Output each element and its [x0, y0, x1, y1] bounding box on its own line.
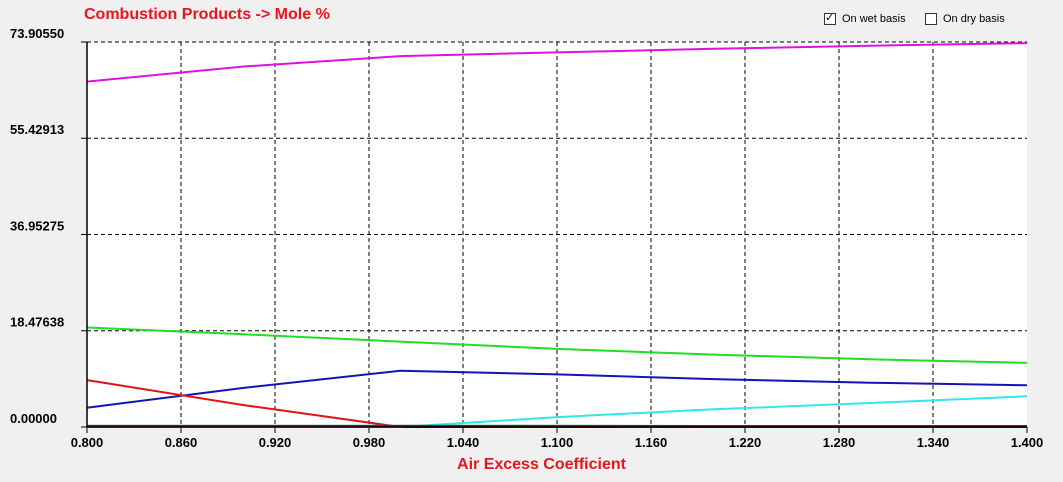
x-tick-label: 1.220	[729, 435, 762, 450]
series-line	[86, 369, 1028, 409]
x-tick-label: 1.340	[917, 435, 950, 450]
y-tick-label: 73.90550	[10, 26, 64, 41]
series-line	[86, 326, 1028, 364]
y-tick-label: 0.00000	[10, 411, 57, 426]
wet-basis-label: On wet basis	[842, 13, 906, 25]
x-tick-label: 1.400	[1011, 435, 1044, 450]
dry-basis-label: On dry basis	[943, 13, 1005, 25]
x-tick-label: 0.920	[259, 435, 292, 450]
x-tick-label: 1.280	[823, 435, 856, 450]
x-tick-label: 0.860	[165, 435, 198, 450]
x-tick-label: 1.100	[541, 435, 574, 450]
dry-basis-check-icon[interactable]	[925, 13, 937, 25]
chart-title: Combustion Products -> Mole %	[84, 6, 330, 23]
wet-basis-checkbox[interactable]: On wet basis	[824, 11, 906, 25]
y-tick-label: 18.47638	[10, 315, 64, 330]
y-tick-label: 55.42913	[10, 122, 64, 137]
series-line	[86, 42, 1028, 83]
wet-basis-check-icon[interactable]	[824, 11, 836, 25]
x-tick-label: 1.040	[447, 435, 480, 450]
x-tick-label: 0.800	[71, 435, 104, 450]
y-tick-label: 36.95275	[10, 219, 64, 234]
x-axis-label: Air Excess Coefficient	[457, 456, 626, 473]
x-tick-label: 0.980	[353, 435, 386, 450]
dry-basis-checkbox[interactable]: On dry basis	[925, 13, 1005, 25]
x-tick-label: 1.160	[635, 435, 668, 450]
